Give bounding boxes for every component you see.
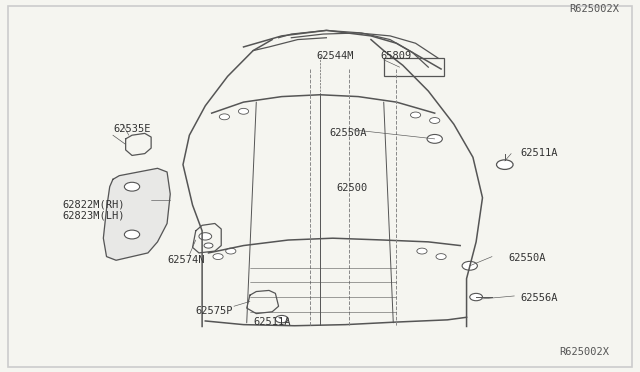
Text: 62823M(LH): 62823M(LH) (62, 211, 124, 221)
Circle shape (417, 248, 427, 254)
Text: 65809: 65809 (381, 51, 412, 61)
Text: R625002X: R625002X (570, 4, 620, 14)
Text: 62500: 62500 (336, 183, 367, 193)
Circle shape (220, 114, 230, 120)
Circle shape (497, 160, 513, 169)
Text: 62556A: 62556A (521, 294, 558, 304)
Circle shape (124, 230, 140, 239)
Circle shape (239, 108, 248, 114)
Circle shape (429, 118, 440, 124)
Circle shape (427, 134, 442, 143)
Text: 62575P: 62575P (196, 306, 233, 316)
Text: 62535E: 62535E (113, 124, 150, 134)
Text: 62822M(RH): 62822M(RH) (62, 199, 124, 209)
Circle shape (470, 294, 483, 301)
Circle shape (124, 182, 140, 191)
Text: 62550A: 62550A (330, 128, 367, 138)
Circle shape (204, 243, 213, 248)
Text: 62511A: 62511A (253, 317, 291, 327)
Circle shape (410, 112, 420, 118)
FancyBboxPatch shape (384, 58, 444, 76)
Circle shape (436, 254, 446, 260)
Text: 62544M: 62544M (317, 51, 355, 61)
Text: 62550A: 62550A (508, 253, 545, 263)
Text: 62574N: 62574N (167, 255, 205, 265)
Circle shape (199, 232, 212, 240)
Circle shape (226, 248, 236, 254)
Circle shape (213, 254, 223, 260)
Circle shape (275, 315, 288, 323)
Text: R625002X: R625002X (559, 347, 609, 357)
Polygon shape (103, 168, 170, 260)
Text: 62511A: 62511A (521, 148, 558, 158)
Circle shape (462, 262, 477, 270)
